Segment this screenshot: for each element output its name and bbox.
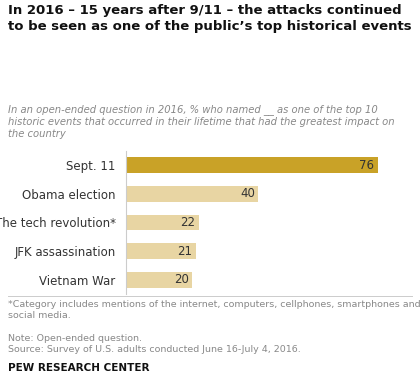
Text: 21: 21	[177, 245, 192, 257]
Text: Source: Survey of U.S. adults conducted June 16-July 4, 2016.: Source: Survey of U.S. adults conducted …	[8, 345, 301, 354]
Bar	[126, 215, 199, 230]
Text: Note: Open-ended question.: Note: Open-ended question.	[8, 334, 142, 343]
Text: In 2016 – 15 years after 9/11 – the attacks continued
to be seen as one of the p: In 2016 – 15 years after 9/11 – the atta…	[8, 4, 412, 33]
Text: 20: 20	[174, 273, 189, 286]
Bar	[126, 157, 378, 173]
Text: *Category includes mentions of the internet, computers, cellphones, smartphones : *Category includes mentions of the inter…	[8, 300, 420, 320]
Text: 76: 76	[359, 159, 374, 172]
Bar	[126, 186, 258, 202]
Text: PEW RESEARCH CENTER: PEW RESEARCH CENTER	[8, 363, 150, 373]
Text: In an open-ended question in 2016, % who named __ as one of the top 10
historic : In an open-ended question in 2016, % who…	[8, 104, 395, 139]
Bar	[126, 243, 196, 259]
Bar	[126, 272, 192, 288]
Text: 22: 22	[181, 216, 196, 229]
Text: 40: 40	[240, 187, 255, 200]
